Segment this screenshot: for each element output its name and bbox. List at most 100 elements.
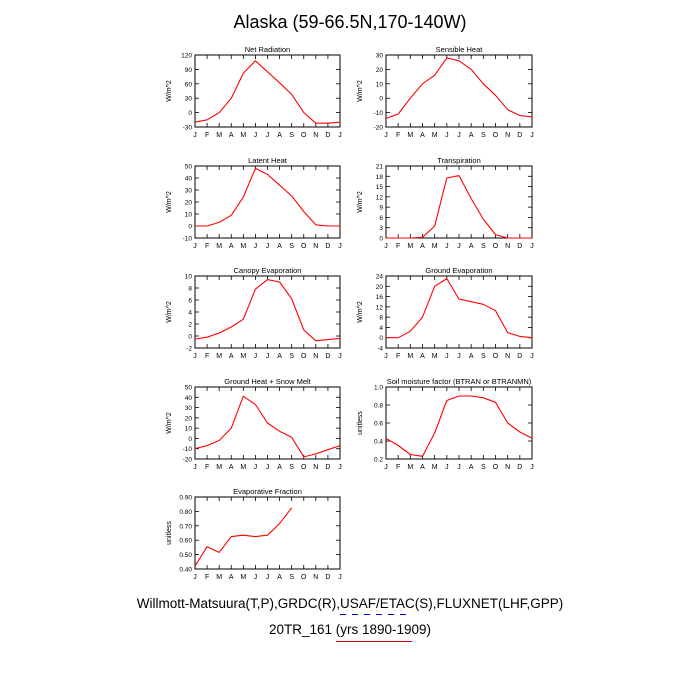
x-tick-label: S — [289, 132, 294, 139]
x-tick-label: J — [193, 353, 197, 360]
y-tick-label: 0.90 — [179, 495, 192, 502]
y-tick-label: 0 — [379, 96, 383, 103]
x-tick-label: D — [325, 132, 330, 139]
y-tick-label: 24 — [376, 274, 384, 281]
series-line — [195, 167, 340, 227]
y-tick-label: 0.70 — [179, 523, 192, 530]
y-tick-label: 0.50 — [179, 552, 192, 559]
x-tick-label: J — [445, 464, 449, 471]
x-tick-label: A — [277, 353, 282, 360]
plot-frame — [194, 275, 341, 349]
x-tick-label: J — [254, 353, 258, 360]
y-axis-label: W/m^2 — [357, 191, 364, 213]
y-tick-label: -10 — [374, 110, 384, 117]
y-tick-label: 30 — [185, 405, 193, 412]
x-tick-label: D — [517, 464, 522, 471]
y-tick-label: 4 — [379, 325, 383, 332]
x-tick-label: J — [254, 132, 258, 139]
series-line — [385, 57, 533, 119]
x-tick-label: M — [240, 243, 246, 250]
y-tick-label: -20 — [374, 125, 384, 132]
y-axis-label: W/m^2 — [166, 191, 173, 213]
x-tick-label: M — [407, 464, 413, 471]
x-tick-label: M — [216, 353, 222, 360]
x-tick-label: J — [266, 574, 270, 581]
y-tick-label: 10 — [376, 81, 384, 88]
x-tick-label: J — [193, 243, 197, 250]
y-tick-label: 0 — [188, 334, 192, 341]
x-tick-label: D — [517, 353, 522, 360]
data-sources-caption: Willmott-Matsuura(T,P),GRDC(R),USAF/ETAC… — [136, 596, 564, 611]
y-tick-label: 0 — [379, 335, 383, 342]
x-tick-label: N — [313, 574, 318, 581]
y-tick-label: 0.6 — [374, 421, 383, 428]
x-tick-label: M — [432, 243, 438, 250]
chart-title: Evaporative Fraction — [233, 487, 302, 496]
x-tick-label: N — [505, 243, 510, 250]
y-tick-label: 12 — [376, 304, 384, 311]
x-tick-label: O — [301, 132, 307, 139]
y-tick-label: 0.8 — [374, 403, 383, 410]
x-tick-label: J — [530, 464, 534, 471]
x-tick-label: A — [420, 353, 425, 360]
x-tick-label: N — [505, 132, 510, 139]
y-tick-label: 18 — [376, 174, 384, 181]
x-tick-label: N — [313, 353, 318, 360]
x-tick-label: J — [530, 353, 534, 360]
x-tick-label: N — [505, 464, 510, 471]
x-tick-label: J — [338, 353, 342, 360]
legend-dash — [376, 614, 382, 615]
chart-title: Net Radiation — [245, 45, 290, 54]
y-tick-label: 21 — [376, 164, 384, 171]
y-axis-label: W/m^2 — [357, 301, 364, 323]
x-tick-label: J — [457, 132, 461, 139]
x-tick-label: M — [407, 243, 413, 250]
x-tick-label: S — [481, 464, 486, 471]
x-tick-label: S — [481, 243, 486, 250]
x-tick-label: F — [205, 243, 209, 250]
x-tick-label: A — [420, 132, 425, 139]
x-tick-label: A — [229, 132, 234, 139]
series-line — [386, 278, 533, 339]
x-tick-label: D — [325, 464, 330, 471]
y-tick-label: 2 — [188, 322, 192, 329]
x-tick-label: M — [216, 574, 222, 581]
y-tick-label: 15 — [376, 184, 384, 191]
y-tick-label: 0 — [379, 236, 383, 243]
x-tick-label: M — [432, 132, 438, 139]
y-tick-label: 6 — [188, 298, 192, 305]
y-tick-label: 4 — [188, 310, 192, 317]
x-tick-label: S — [289, 574, 294, 581]
y-tick-label: 0.80 — [179, 509, 192, 516]
x-tick-label: F — [205, 464, 209, 471]
y-axis-label: unitless — [357, 411, 364, 435]
plot-frame — [194, 165, 341, 239]
x-tick-label: A — [469, 243, 474, 250]
x-tick-label: M — [240, 574, 246, 581]
x-tick-label: J — [445, 132, 449, 139]
x-tick-label: N — [313, 243, 318, 250]
y-tick-label: 0.40 — [179, 567, 192, 574]
x-tick-label: M — [407, 132, 413, 139]
x-tick-label: S — [481, 132, 486, 139]
plot-frame — [385, 54, 533, 128]
x-tick-label: S — [481, 353, 486, 360]
y-tick-label: 0 — [188, 436, 192, 443]
y-tick-label: -10 — [183, 446, 193, 453]
x-tick-label: J — [384, 353, 388, 360]
y-tick-label: 40 — [185, 395, 193, 402]
y-tick-label: 3 — [379, 225, 383, 232]
x-tick-label: O — [493, 353, 499, 360]
y-tick-label: 40 — [185, 176, 193, 183]
y-axis-label: unitless — [166, 521, 173, 545]
series-line — [385, 395, 533, 457]
chart-panel-9: Evaporative Fraction unitless 0.40 0.50 0.60… — [166, 487, 342, 581]
x-tick-label: J — [530, 132, 534, 139]
legend-dash — [340, 614, 346, 615]
